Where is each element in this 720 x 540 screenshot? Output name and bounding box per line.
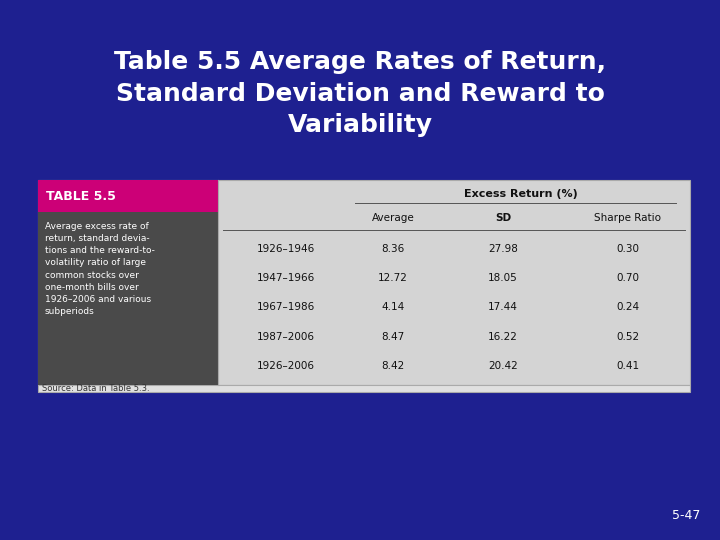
Text: 12.72: 12.72 [378,273,408,283]
Text: 0.52: 0.52 [616,332,639,342]
Bar [38,385,690,392]
Text: Excess Return (%): Excess Return (%) [464,189,577,199]
Text: 0.30: 0.30 [616,244,639,254]
Text: 0.24: 0.24 [616,302,639,313]
Bar [38,212,218,385]
Text: 8.36: 8.36 [382,244,405,254]
Text: 16.22: 16.22 [488,332,518,342]
Text: 5-47: 5-47 [672,509,700,522]
Text: 0.41: 0.41 [616,361,639,372]
Text: 18.05: 18.05 [488,273,518,283]
Bar [38,180,690,385]
Bar [38,180,218,212]
Text: 1926–1946: 1926–1946 [257,244,315,254]
Text: 4.14: 4.14 [382,302,405,313]
Text: SD: SD [495,213,511,223]
Text: 1926–2006: 1926–2006 [257,361,315,372]
Text: 20.42: 20.42 [488,361,518,372]
Text: 17.44: 17.44 [488,302,518,313]
Text: Source: Data in Table 5.3.: Source: Data in Table 5.3. [42,384,150,393]
Text: 27.98: 27.98 [488,244,518,254]
Text: Sharpe Ratio: Sharpe Ratio [595,213,662,223]
Text: 1947–1966: 1947–1966 [257,273,315,283]
Text: Table 5.5 Average Rates of Return,
Standard Deviation and Reward to
Variability: Table 5.5 Average Rates of Return, Stand… [114,50,606,137]
Text: 8.42: 8.42 [382,361,405,372]
Text: Average: Average [372,213,415,223]
Text: 0.70: 0.70 [616,273,639,283]
Text: 8.47: 8.47 [382,332,405,342]
Text: TABLE 5.5: TABLE 5.5 [46,190,116,202]
Text: Average excess rate of
return, standard devia-
tions and the reward-to-
volatili: Average excess rate of return, standard … [45,222,155,316]
Text: 1967–1986: 1967–1986 [257,302,315,313]
Text: 1987–2006: 1987–2006 [257,332,315,342]
